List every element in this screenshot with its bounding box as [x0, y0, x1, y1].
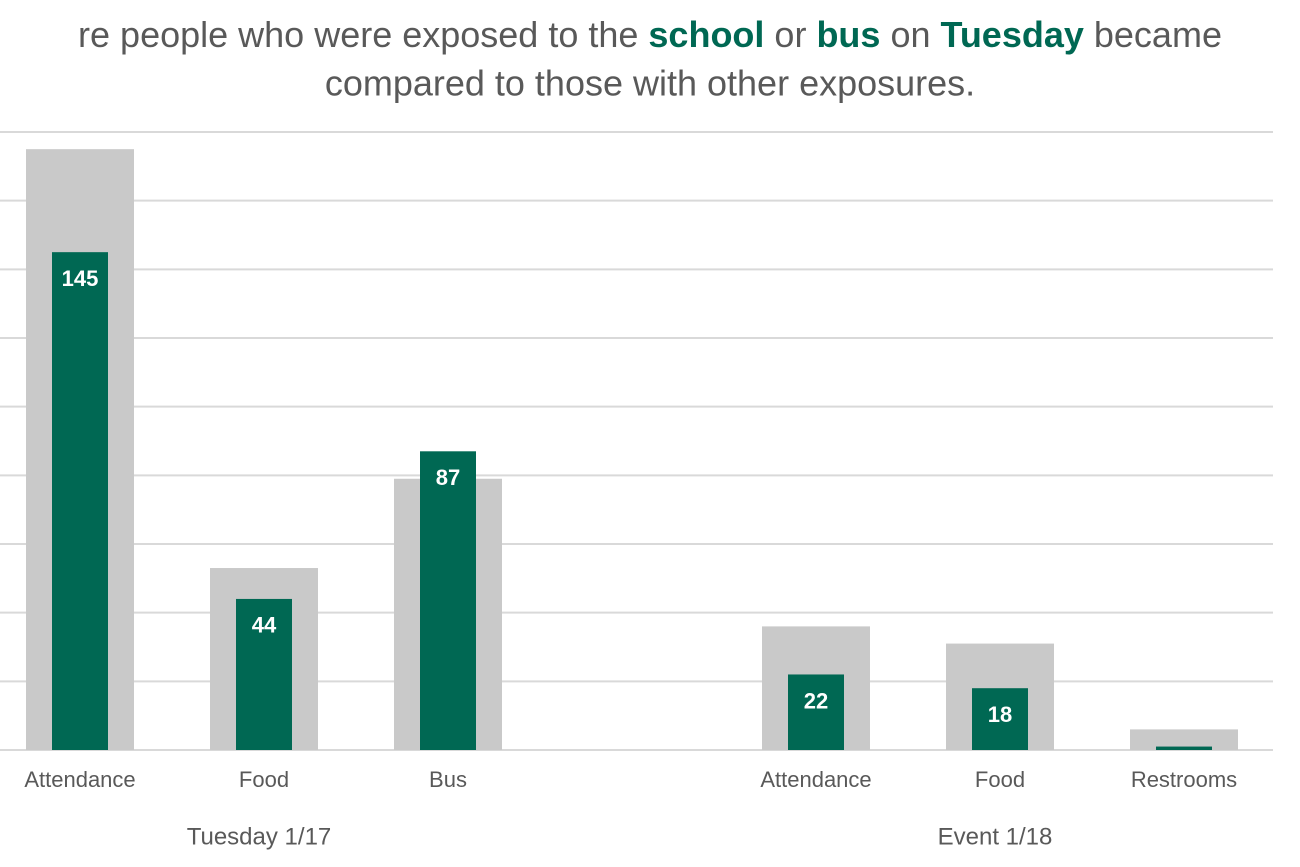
x-tick-label: Attendance — [24, 767, 135, 792]
x-tick-label: Bus — [429, 767, 467, 792]
title-text: re people who were exposed to the — [78, 14, 648, 55]
title-text: on — [880, 14, 940, 55]
group-label: Tuesday 1/17 — [187, 823, 332, 850]
x-tick-label: Food — [975, 767, 1025, 792]
bar — [236, 598, 292, 750]
data-label: 87 — [436, 465, 460, 490]
data-label: 22 — [804, 688, 828, 713]
chart-title-line-1: re people who were exposed to the school… — [78, 14, 1222, 55]
bar — [420, 451, 476, 750]
x-tick-label: Attendance — [760, 767, 871, 792]
title-highlight: Tuesday — [941, 14, 1084, 55]
data-label: 44 — [252, 613, 277, 638]
title-highlight: school — [648, 14, 764, 55]
bar — [972, 688, 1028, 750]
chart-title-line-2: compared to those with other exposures. — [325, 63, 975, 104]
x-tick-label: Restrooms — [1131, 767, 1237, 792]
bar — [788, 674, 844, 750]
data-label: 18 — [988, 702, 1012, 727]
bar — [52, 252, 108, 750]
group-label: Event 1/18 — [938, 823, 1053, 850]
title-text: became — [1084, 14, 1222, 55]
x-tick-label: Food — [239, 767, 289, 792]
bar — [1130, 729, 1238, 750]
data-label: 145 — [62, 266, 99, 291]
bar — [1156, 746, 1212, 750]
title-text: or — [764, 14, 816, 55]
title-highlight: bus — [816, 14, 880, 55]
